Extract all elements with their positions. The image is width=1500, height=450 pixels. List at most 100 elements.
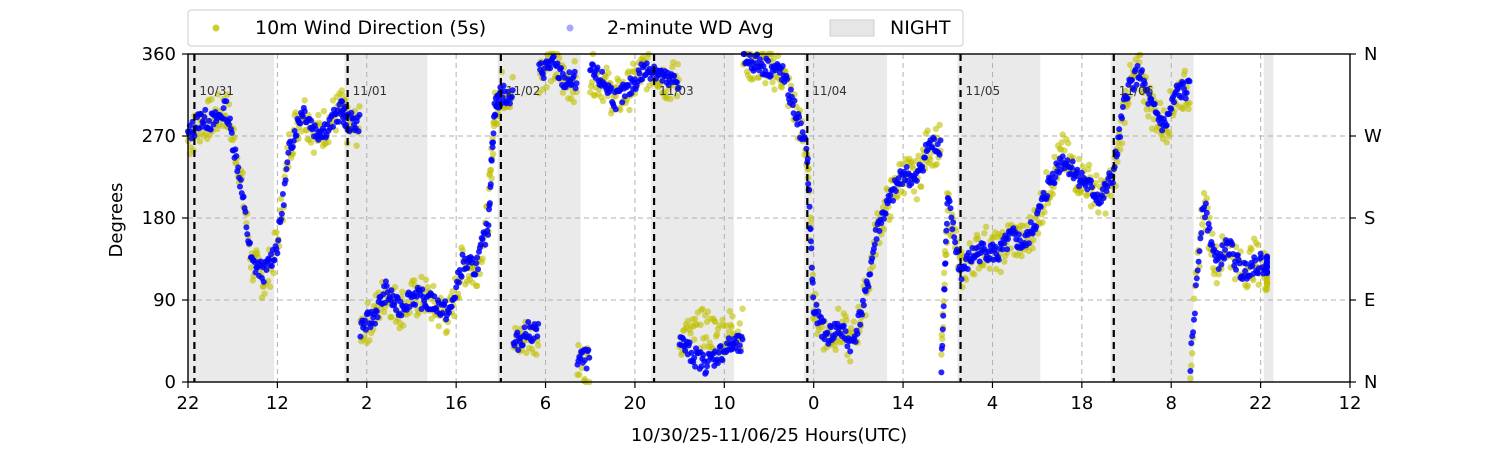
point-29-8 [543, 84, 550, 91]
point-55-8 [869, 255, 876, 262]
point-63-10 [966, 240, 973, 247]
x-tick-label-8: 14 [892, 393, 915, 414]
x-tick-label-10: 18 [1070, 393, 1093, 414]
point-48-10 [787, 86, 794, 93]
point-24-0 [485, 231, 492, 238]
point-76-1 [1124, 95, 1131, 102]
y-axis-ticks: 0 90 180 270 360 [142, 44, 188, 393]
point-65-11 [992, 265, 1000, 273]
point-21-7 [453, 284, 460, 291]
point-13-13 [356, 103, 363, 110]
point-39-13 [675, 84, 682, 91]
x-tick-label-7: 0 [808, 393, 819, 414]
point-61-11 [943, 251, 950, 258]
point-26-12 [508, 93, 515, 100]
point-33-8 [594, 64, 601, 71]
point-42-1 [702, 334, 710, 341]
point-23-3 [475, 266, 481, 273]
point-24-12 [490, 130, 497, 137]
point-83-9 [1221, 255, 1228, 262]
point-77-10 [1145, 113, 1152, 120]
point-4-1 [237, 183, 243, 190]
point-79-2 [1163, 122, 1170, 129]
point-64-5 [974, 235, 982, 242]
point-21-10 [455, 279, 462, 286]
point-71-10 [1068, 164, 1075, 171]
point-24-10 [489, 144, 496, 151]
point-16-6 [388, 313, 395, 321]
point-52-13 [835, 305, 842, 312]
point-15-4 [373, 308, 380, 315]
point-7-11 [284, 159, 291, 166]
point-24-6 [487, 181, 494, 188]
point-24-8 [488, 157, 495, 164]
point-86-4 [1254, 241, 1262, 248]
point-51-3 [813, 301, 820, 308]
point-32-1 [575, 341, 582, 349]
point-54-13 [860, 302, 867, 309]
point-32-5 [578, 364, 586, 372]
point-8-7 [293, 132, 300, 139]
point-14-5 [361, 317, 368, 324]
point-54-9 [857, 321, 864, 328]
point-10-3 [315, 111, 322, 119]
point-32-8 [581, 357, 588, 364]
point-8-4 [290, 137, 297, 144]
point-67-12 [1019, 222, 1026, 229]
legend-label-1: 2-minute WD Avg [607, 17, 774, 39]
point-60-13 [937, 137, 944, 144]
y-tick-label-0: 0 [165, 372, 176, 393]
x-tick-label-4: 6 [540, 393, 551, 414]
point-81-10 [1196, 248, 1203, 255]
point-21-2 [448, 303, 455, 310]
point-8-3 [289, 143, 296, 150]
point-82-2 [1202, 214, 1208, 221]
point-17-4 [399, 288, 406, 295]
point-57-9 [895, 175, 902, 182]
point-53-12 [847, 358, 854, 365]
point-32-10 [583, 365, 590, 372]
point-66-10 [1005, 236, 1011, 242]
point-48-6 [784, 76, 791, 82]
point-65-10 [992, 243, 999, 250]
point-53-12 [847, 348, 854, 355]
point-69-8 [1041, 208, 1048, 216]
point-8-11 [297, 120, 304, 127]
point-61-0 [938, 351, 945, 358]
point-24-6 [487, 167, 494, 174]
point-79-6 [1167, 87, 1174, 95]
point-71-0 [1059, 131, 1066, 138]
point-57-0 [887, 192, 894, 199]
point-61-9 [942, 260, 949, 267]
point-11-0 [325, 138, 332, 146]
point-43-13 [726, 308, 733, 315]
point-54-6 [854, 330, 861, 337]
point-9-2 [301, 97, 308, 104]
point-26-8 [505, 88, 512, 95]
point-13-13 [356, 111, 363, 118]
point-41-10 [698, 363, 705, 370]
x-tick-label-11: 8 [1166, 393, 1177, 414]
point-40-12 [687, 330, 694, 337]
point-54-4 [852, 338, 859, 345]
point-9-9 [308, 117, 315, 124]
point-69-11 [1044, 193, 1051, 200]
point-19-11 [431, 293, 438, 300]
point-39-12 [674, 60, 681, 68]
point-50-8 [808, 238, 814, 245]
point-39-4 [667, 95, 674, 103]
point-41-2 [691, 354, 698, 361]
y-tick-label-2: 180 [142, 208, 176, 229]
x-tick-label-2: 2 [361, 393, 372, 414]
point-23-8 [479, 255, 486, 262]
point-43-3 [717, 343, 724, 349]
point-86-5 [1255, 281, 1263, 288]
point-49-5 [796, 114, 803, 120]
point-59-3 [915, 152, 922, 159]
point-56-9 [882, 210, 889, 217]
point-86-1 [1252, 257, 1259, 264]
point-28-13 [535, 320, 542, 327]
point-57-13 [899, 160, 906, 167]
point-81-5 [1191, 310, 1198, 317]
point-3-11 [233, 153, 240, 159]
